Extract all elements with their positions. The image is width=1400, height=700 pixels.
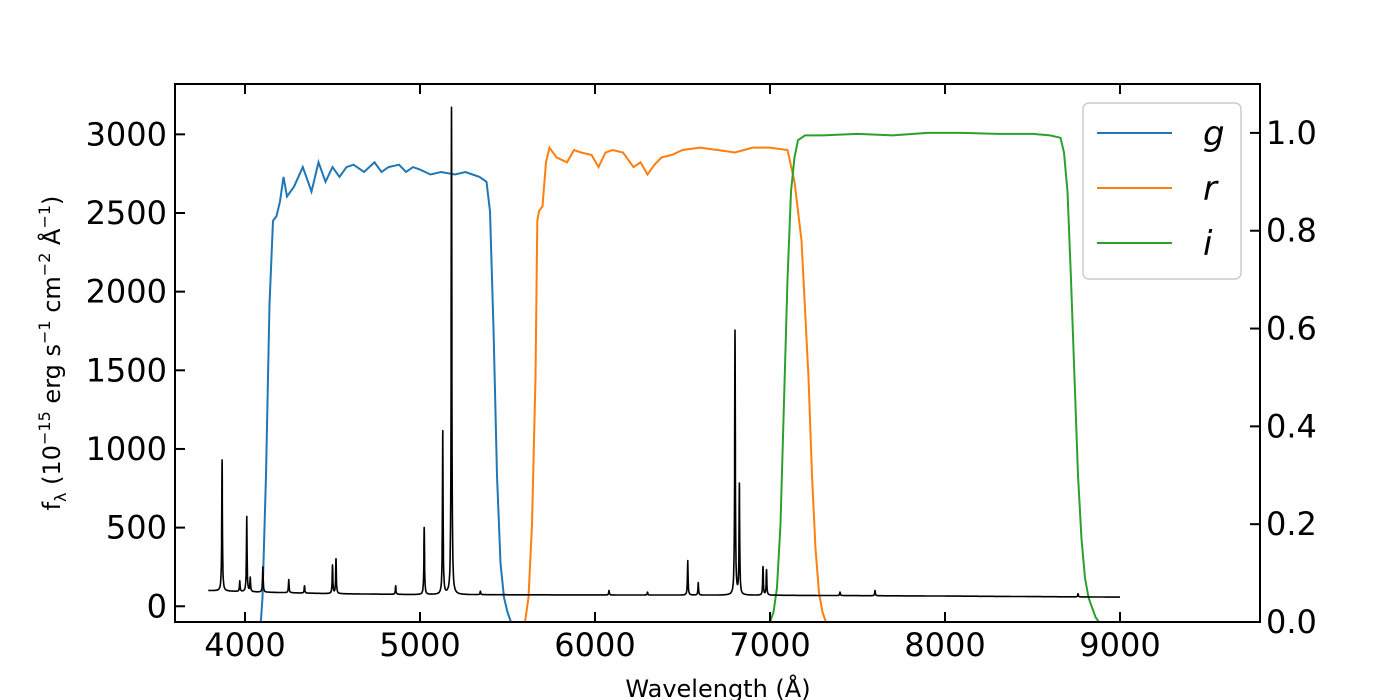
y-left-tick-label: 2000 [86, 273, 167, 311]
plot-frame [174, 83, 1261, 623]
x-axis-label: Wavelength (Å) [625, 674, 810, 700]
y-right-tick-label: 0.8 [1266, 212, 1317, 250]
y-axis-left: 0 500 1000 1500 2000 2500 3000 [86, 115, 185, 625]
x-tick-label: 8000 [904, 626, 985, 664]
spectrum-line [207, 106, 1121, 598]
x-tick-label: 6000 [554, 626, 635, 664]
y-right-tick-label: 0.0 [1266, 603, 1317, 641]
x-tick-label: 9000 [1079, 626, 1160, 664]
legend-label-g: g [1203, 114, 1225, 154]
filter-curves [259, 131, 1100, 623]
legend-label-r: r [1203, 169, 1219, 209]
y-right-tick-label: 0.2 [1266, 505, 1317, 543]
y-left-tick-label: 1500 [86, 351, 167, 389]
legend-label-i: i [1203, 224, 1213, 264]
filter-g-curve [259, 158, 512, 623]
y-axis-label: fλ (10−15 erg s−1 cm−2 Å−1) [35, 196, 70, 511]
y-right-tick-label: 1.0 [1266, 114, 1317, 152]
filter-r-curve [524, 145, 827, 623]
y-right-tick-label: 0.6 [1266, 310, 1317, 348]
x-axis: 4000 5000 6000 7000 8000 9000 [204, 84, 1161, 664]
spectrum [207, 106, 1121, 598]
legend-entries: gri [1097, 114, 1225, 264]
x-tick-label: 4000 [204, 626, 285, 664]
y-left-tick-label: 3000 [86, 115, 167, 153]
filter-i-curve [769, 131, 1100, 623]
y-left-tick-label: 0 [147, 587, 167, 625]
x-tick-label: 5000 [379, 626, 460, 664]
y-left-tick-label: 500 [106, 509, 167, 547]
legend: gri [1082, 102, 1242, 280]
y-right-tick-label: 0.4 [1266, 407, 1317, 445]
x-tick-label: 7000 [729, 626, 810, 664]
y-left-tick-label: 1000 [86, 430, 167, 468]
legend-box [1082, 102, 1242, 280]
y-left-tick-label: 2500 [86, 194, 167, 232]
y-axis-right: 0.0 0.2 0.4 0.6 0.8 1.0 [1250, 114, 1317, 641]
